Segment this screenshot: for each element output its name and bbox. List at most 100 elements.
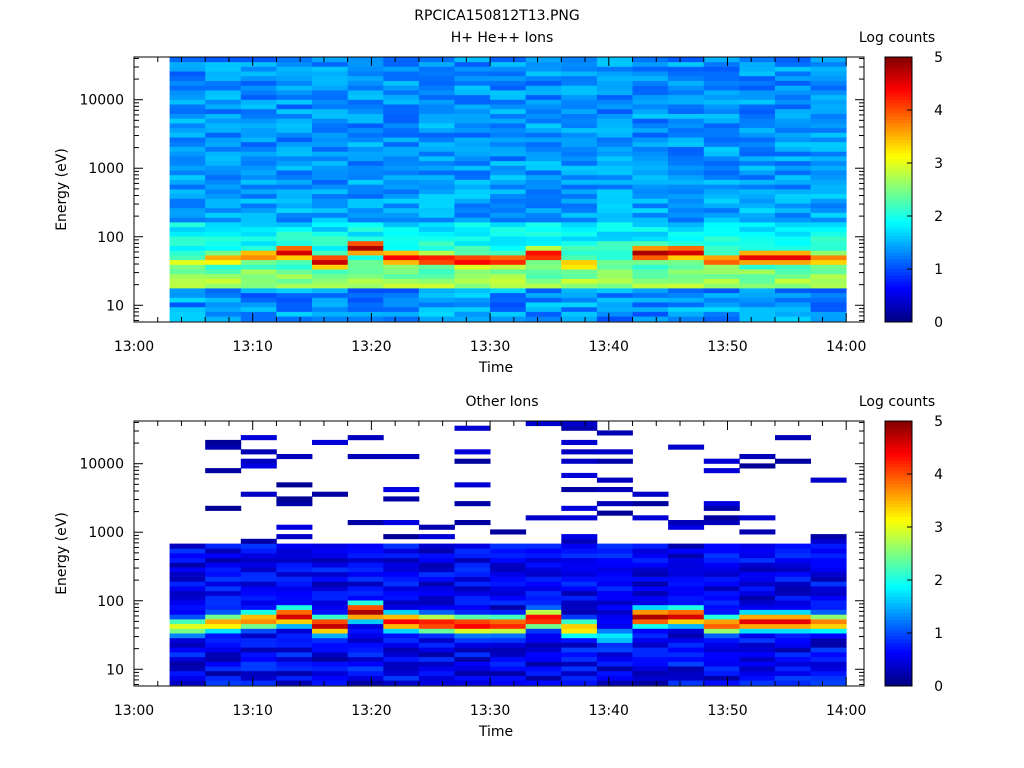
spectrogram-cell [418, 75, 455, 81]
spectrogram-cell [739, 529, 776, 535]
spectrogram-cell [169, 557, 206, 563]
figure-title: RPCICA150812T13.PNG [414, 8, 579, 24]
spectrogram-cell [561, 57, 598, 63]
spectrogram-cell [810, 661, 847, 667]
spectrogram-cell [347, 160, 384, 166]
spectrogram-cell [205, 548, 242, 554]
spectrogram-cell [561, 288, 598, 294]
spectrogram-cell [632, 99, 669, 105]
spectrogram-cell [525, 656, 562, 662]
spectrogram-cell [561, 113, 598, 119]
spectrogram-cell [703, 652, 740, 658]
spectrogram-cell [276, 567, 313, 573]
spectrogram-cell [596, 510, 633, 516]
spectrogram-cell [490, 203, 527, 209]
spectrogram-cell [525, 217, 562, 223]
spectrogram-cell [525, 652, 562, 658]
spectrogram-cell [240, 590, 277, 596]
spectrogram-cell [383, 85, 420, 91]
spectrogram-cell [454, 675, 491, 681]
spectrogram-cell [347, 212, 384, 218]
spectrogram-cell [169, 71, 206, 77]
colorbar-segment [885, 682, 912, 687]
spectrogram-cell [810, 557, 847, 563]
spectrogram-cell [810, 198, 847, 204]
spectrogram-cell [240, 680, 277, 686]
spectrogram-cell [810, 269, 847, 275]
spectrogram-cell [668, 170, 705, 176]
colorbar-frame [884, 420, 913, 687]
spectrogram-cell [312, 146, 348, 152]
spectrogram-cell [561, 619, 598, 625]
spectrogram-cell [596, 628, 633, 634]
spectrogram-cell [561, 604, 598, 610]
spectrogram-cell [276, 562, 313, 568]
spectrogram-cell [169, 151, 206, 157]
spectrogram-cell [418, 179, 455, 185]
spectrogram-cell [596, 543, 633, 549]
spectrogram-cell [490, 217, 527, 223]
spectrogram-cell [561, 487, 598, 493]
spectrogram-cell [383, 61, 420, 67]
spectrogram-cell [703, 520, 740, 526]
spectrogram-cell [668, 57, 705, 63]
spectrogram-cell [775, 222, 811, 228]
spectrogram-cell [703, 614, 740, 620]
spectrogram-cell [810, 642, 847, 648]
spectrogram-cell [632, 123, 669, 129]
spectrogram-cell [454, 633, 491, 639]
spectrogram-cell [418, 647, 455, 653]
spectrogram-cell [775, 61, 811, 67]
spectrogram-cell [561, 90, 598, 96]
spectrogram-cell [276, 614, 313, 620]
spectrogram-cell [525, 548, 562, 554]
spectrogram-cell [454, 316, 491, 322]
spectrogram-cell [454, 113, 491, 119]
colorbar-segment [885, 298, 912, 303]
spectrogram-cell [668, 66, 705, 72]
spectrogram-cell [490, 61, 527, 67]
spectrogram-cell [596, 553, 633, 559]
spectrogram-cell [810, 652, 847, 658]
spectrogram-cell [739, 273, 776, 279]
spectrogram-cell [383, 590, 420, 596]
spectrogram-cell [205, 245, 242, 251]
spectrogram-cell [383, 652, 420, 658]
colorbar-segment [885, 543, 912, 548]
colorbar-segment [885, 440, 912, 445]
spectrogram-cell [703, 609, 740, 615]
spectrogram-cell [739, 557, 776, 563]
spectrogram-cell [347, 595, 384, 601]
spectrogram-cell [490, 567, 527, 573]
colorbar-segment [885, 679, 912, 684]
spectrogram-cell [668, 302, 705, 308]
spectrogram-cell [347, 642, 384, 648]
spectrogram-cell [418, 71, 455, 77]
spectrogram-cell [561, 217, 598, 223]
spectrogram-cell [347, 633, 384, 639]
y-axis-label: Energy (eV) [54, 512, 70, 595]
spectrogram-cell [775, 458, 811, 464]
spectrogram-cell [347, 94, 384, 100]
spectrogram-cell [205, 146, 242, 152]
colorbar-segment [885, 116, 912, 121]
spectrogram-cell [490, 633, 527, 639]
spectrogram-cell [418, 586, 455, 592]
spectrogram-cell [347, 118, 384, 124]
spectrogram-cell [383, 567, 420, 573]
spectrogram-cell [276, 231, 313, 237]
spectrogram-cell [347, 562, 384, 568]
spectrogram-cell [347, 306, 384, 312]
spectrogram-cell [775, 614, 811, 620]
colorbar-segment [885, 153, 912, 157]
spectrogram-cell [739, 628, 776, 634]
spectrogram-cell [383, 174, 420, 180]
spectrogram-cell [312, 255, 348, 261]
spectrogram-cell [810, 222, 847, 228]
spectrogram-cell [775, 146, 811, 152]
spectrogram-cell [810, 628, 847, 634]
spectrogram-cell [312, 623, 348, 629]
spectrogram-cell [240, 203, 277, 209]
spectrogram-cell [561, 642, 598, 648]
spectrogram-cell [596, 66, 633, 72]
